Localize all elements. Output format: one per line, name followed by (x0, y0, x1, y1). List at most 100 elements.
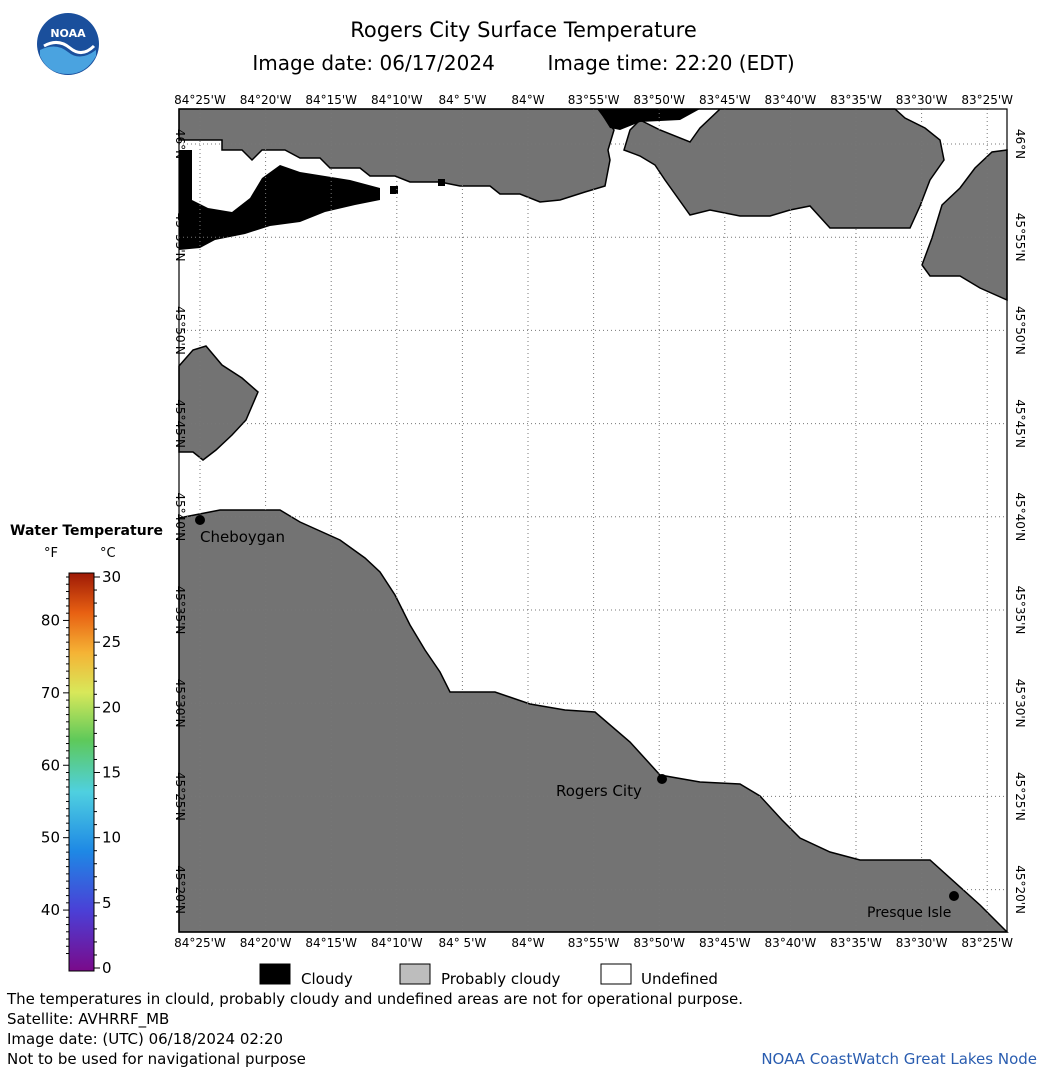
lon-label: 84°25'W (174, 936, 226, 950)
cloud-speck-1 (390, 186, 398, 194)
lon-labels-top: 84°25'W 84°20'W 84°15'W 84°10'W 84° 5'W 84°W 8… (174, 93, 1013, 107)
lat-label: 45°55'N (173, 213, 187, 262)
lon-label: 84° 5'W (438, 93, 486, 107)
lat-label: 45°30'N (173, 679, 187, 728)
cloud-north-center (598, 109, 700, 130)
cloud-northwest (179, 150, 380, 250)
cloud-speck-2 (438, 179, 445, 186)
lat-label: 45°40'N (1013, 492, 1027, 541)
lat-labels-right: 46°N 45°55'N 45°50'N 45°45'N 45°40'N 45°35'N 4… (1013, 129, 1027, 914)
lon-label: 84°10'W (371, 93, 423, 107)
nav-warning-text: Not to be used for navigational purpose (7, 1050, 306, 1068)
map-subtitle: Image date: 06/17/2024 Image time: 22:20… (0, 51, 1047, 75)
lat-label: 45°20'N (173, 865, 187, 914)
colorbar-c-label: 10 (102, 829, 121, 847)
utc-date-text: Image date: (UTC) 06/18/2024 02:20 (7, 1030, 284, 1048)
logo-text: NOAA (50, 27, 86, 40)
lat-label: 45°30'N (1013, 679, 1027, 728)
lat-label: 45°45'N (173, 399, 187, 448)
lat-label: 45°55'N (1013, 213, 1027, 262)
lat-label: 45°25'N (173, 772, 187, 821)
lon-label: 83°45'W (699, 93, 751, 107)
legend-undefined-swatch (600, 963, 632, 985)
lon-label: 84° 5'W (438, 936, 486, 950)
lon-label: 83°50'W (633, 936, 685, 950)
lat-label: 45°35'N (173, 586, 187, 635)
legend: Cloudy Probably cloudy Undefined (259, 963, 718, 988)
colorbar-f-label: 60 (41, 756, 60, 774)
lon-label: 84°20'W (240, 93, 292, 107)
colorbar-f-labels: 80 70 60 50 40 (41, 611, 60, 919)
legend-probably-cloudy-swatch (399, 963, 431, 985)
colorbar-c-label: 0 (102, 959, 112, 977)
lon-labels-bottom: 84°25'W 84°20'W 84°15'W 84°10'W 84° 5'W 84°W 8… (174, 936, 1013, 950)
lon-label: 84°15'W (305, 93, 357, 107)
colorbar-f-label: 40 (41, 901, 60, 919)
lon-label: 83°35'W (830, 936, 882, 950)
disclaimer-text: The temperatures in clould, probably clo… (7, 990, 744, 1008)
colorbar-f-label: 50 (41, 829, 60, 847)
presque-isle-marker (949, 891, 959, 901)
colorbar-c-label: 30 (102, 568, 121, 586)
lat-label: 46°N (1013, 129, 1027, 159)
land-south-mainland (178, 509, 1009, 933)
cheboygan-marker (195, 515, 205, 525)
rogers-city-marker (657, 774, 667, 784)
lon-label: 84°W (511, 93, 544, 107)
lat-label: 45°35'N (1013, 586, 1027, 635)
satellite-text: Satellite: AVHRRF_MB (7, 1010, 170, 1028)
lon-label: 84°10'W (371, 936, 423, 950)
lon-label: 83°55'W (568, 93, 620, 107)
legend-probably-cloudy-label: Probably cloudy (441, 970, 560, 988)
place-label: Rogers City (556, 782, 642, 800)
legend-cloudy-label: Cloudy (301, 970, 353, 988)
colorbar-title: Water Temperature (10, 523, 163, 539)
lat-label: 45°45'N (1013, 399, 1027, 448)
lat-label: 45°40'N (173, 492, 187, 541)
unit-celsius: °C (100, 546, 116, 561)
lat-label: 45°50'N (173, 306, 187, 355)
lon-label: 84°20'W (240, 936, 292, 950)
lat-label: 45°25'N (1013, 772, 1027, 821)
place-markers: Cheboygan Rogers City Presque Isle (195, 515, 959, 921)
colorbar-c-label: 15 (102, 764, 121, 782)
place-label: Cheboygan (200, 528, 285, 546)
map-title: Rogers City Surface Temperature (350, 18, 697, 42)
credit-link[interactable]: NOAA CoastWatch Great Lakes Node (761, 1050, 1037, 1068)
cloud-areas (179, 109, 700, 250)
lon-label: 84°15'W (305, 936, 357, 950)
land-areas (178, 108, 1009, 933)
lon-label: 83°35'W (830, 93, 882, 107)
noaa-logo: NOAA (37, 13, 99, 75)
map-border (178, 108, 1008, 933)
lon-label: 83°30'W (896, 936, 948, 950)
lon-label: 83°45'W (699, 936, 751, 950)
colorbar-c-label: 20 (102, 698, 121, 716)
legend-undefined-label: Undefined (641, 970, 718, 988)
colorbar-ticks (63, 576, 100, 969)
colorbar-f-label: 80 (41, 611, 60, 629)
lon-label: 83°50'W (633, 93, 685, 107)
colorbar-gradient (68, 572, 95, 972)
lon-label: 83°40'W (765, 93, 817, 107)
land-island (178, 345, 259, 461)
lon-label: 84°25'W (174, 93, 226, 107)
colorbar-c-label: 5 (102, 894, 112, 912)
colorbar-c-labels: 30 25 20 15 10 5 0 (102, 568, 121, 977)
lat-label: 45°20'N (1013, 865, 1027, 914)
lon-label: 83°25'W (961, 936, 1013, 950)
colorbar-f-label: 70 (41, 684, 60, 702)
lat-labels-left: 46°N 45°55'N 45°50'N 45°45'N 45°40'N 45°35'N 4… (173, 129, 187, 914)
colorbar-c-label: 25 (102, 633, 121, 651)
unit-fahrenheit: °F (44, 546, 58, 561)
lon-label: 83°40'W (765, 936, 817, 950)
lat-label: 46°N (173, 129, 187, 159)
legend-cloudy-swatch (259, 963, 291, 985)
place-label: Presque Isle (867, 905, 951, 921)
land-east-patch (921, 149, 1008, 302)
image-time-label: Image time: 22:20 (EDT) (547, 51, 795, 75)
lon-label: 83°55'W (568, 936, 620, 950)
image-date-label: Image date: 06/17/2024 (252, 51, 495, 75)
lon-label: 83°30'W (896, 93, 948, 107)
